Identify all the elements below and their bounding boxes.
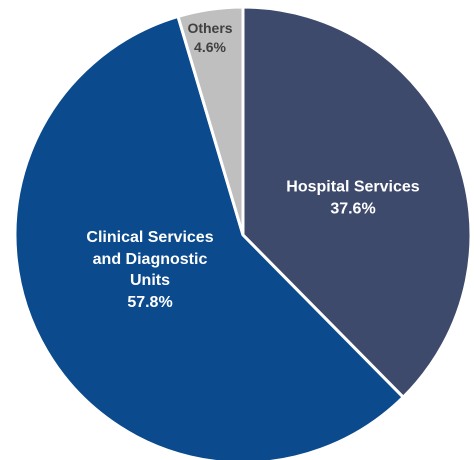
pie-slice <box>241 5 473 400</box>
pie-slice <box>176 5 245 236</box>
value-label: 57.8% <box>127 293 173 311</box>
slice-label: Clinical Services and Diagnostic Units 57… <box>74 227 226 313</box>
category-label: Others <box>187 20 233 37</box>
value-label: 4.6% <box>194 39 226 55</box>
value-label: 37.6% <box>330 200 376 217</box>
slice-label: Others 4.6% <box>175 19 245 57</box>
pie-slice <box>13 14 406 460</box>
category-label: Clinical Services and Diagnostic Units <box>86 228 214 289</box>
slice-label: Hospital Services 37.6% <box>253 176 453 219</box>
category-label: Hospital Services <box>286 178 420 196</box>
